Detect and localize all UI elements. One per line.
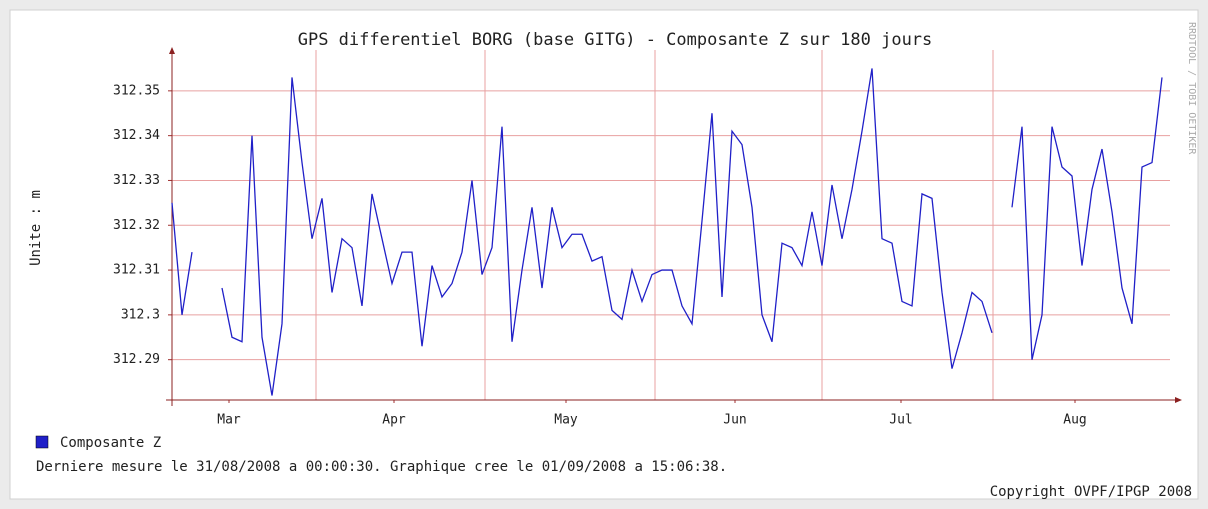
x-tick-label: Apr [382,413,406,428]
x-tick-label: May [554,413,578,428]
data-line [1011,77,1163,360]
x-axis-arrow [1175,397,1182,403]
canvas [9,9,1199,500]
y-tick-label: 312.33 [113,173,160,188]
y-tick-label: 312.31 [113,263,160,278]
chart-title: GPS differentiel BORG (base GITG) - Comp… [298,30,933,50]
x-tick-label: Mar [217,413,241,428]
y-tick-label: 312.3 [121,307,160,322]
watermark: RRDTOOL / TOBI OETIKER [1186,22,1197,155]
x-tick-label: Jul [889,413,912,428]
copyright: Copyright OVPF/IPGP 2008 [990,484,1192,500]
data-line [221,68,993,396]
data-line [171,202,193,315]
legend-label: Composante Z [60,435,161,451]
y-axis-label: Unite : m [28,190,44,266]
y-axis-arrow [169,47,175,54]
y-tick-label: 312.32 [113,218,160,233]
y-tick-label: 312.35 [113,83,160,98]
x-tick-label: Aug [1063,413,1086,428]
y-tick-label: 312.29 [113,352,160,367]
y-tick-label: 312.34 [113,128,160,143]
footer: Derniere mesure le 31/08/2008 a 00:00:30… [36,459,727,475]
legend-swatch [35,435,49,449]
x-tick-label: Jun [723,413,746,428]
